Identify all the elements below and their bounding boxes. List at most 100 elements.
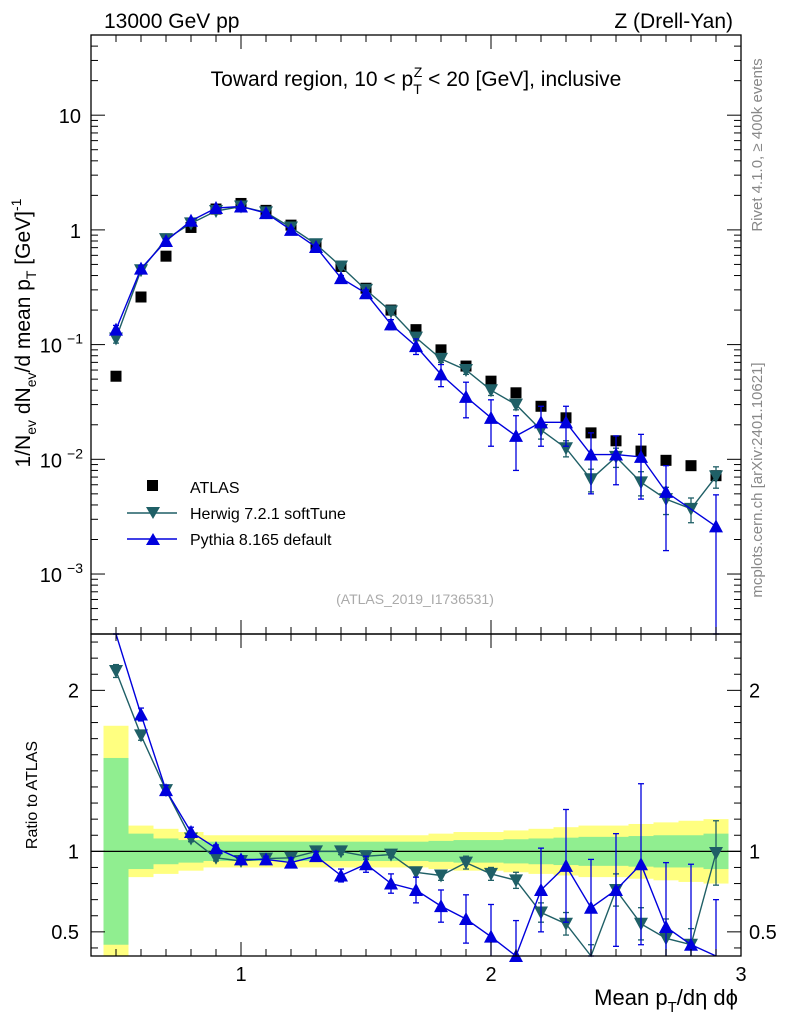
main-atlas-point	[510, 387, 522, 399]
main-herwig-point	[434, 352, 448, 366]
main-pythia-point	[484, 410, 498, 424]
main-atlas-point	[160, 250, 172, 262]
main-pythia-point	[534, 415, 548, 429]
ratio-pythia-point	[159, 783, 173, 797]
ratio-pythia-point	[209, 841, 223, 855]
ratio-pythia-point	[409, 882, 423, 896]
main-atlas-point	[110, 370, 122, 382]
main-y-label: 1/Nev dNev/d mean pT [GeV]-1	[8, 198, 39, 467]
main-pythia-point	[284, 222, 298, 236]
xlabel-a: Mean p	[594, 985, 667, 1010]
ylabel-c: /d mean p	[12, 279, 35, 372]
main-pythia-point	[159, 234, 173, 248]
ratio-herwig-point	[459, 856, 473, 870]
ratio-herwig-point	[109, 665, 123, 679]
legend-atlas-marker	[147, 480, 158, 491]
ratio-herwig-point	[509, 874, 523, 888]
ratio-y-tick-label: 2	[68, 680, 79, 702]
ratio-pythia-point	[259, 852, 273, 866]
ratio-y-tick-label: 1	[68, 841, 79, 863]
main-pythia-point	[134, 261, 148, 275]
ratio-herwig-point	[559, 917, 573, 931]
ratio-pythia-point	[384, 876, 398, 890]
legend-pythia-marker	[146, 533, 160, 545]
ylabel-d-sup: -1	[8, 198, 24, 211]
ratio-herwig-point	[484, 867, 498, 881]
main-atlas-point	[485, 375, 497, 387]
ylabel-c-sub: T	[23, 270, 39, 279]
main-atlas-point	[435, 344, 447, 356]
main-pythia-point	[559, 415, 573, 429]
ratio-pythia-point	[484, 929, 498, 943]
main-pythia-point	[409, 339, 423, 353]
main-pythia-point	[659, 484, 673, 498]
main-y-tick-label: 10	[40, 565, 62, 587]
main-atlas-point	[135, 291, 147, 303]
ylabel-a-sub: ev	[23, 420, 39, 435]
ratio-pythia-point	[359, 857, 373, 871]
main-herwig-point	[409, 331, 423, 345]
main-pythia-point	[309, 239, 323, 253]
ratio-pythia-point	[334, 868, 348, 882]
ylabel-d: [GeV]	[12, 211, 35, 271]
main-herwig-point	[559, 442, 573, 456]
main-pythia-point	[509, 428, 523, 442]
main-pythia-point	[359, 286, 373, 300]
main-herwig-line	[115, 205, 717, 510]
ylabel-b-sub: ev	[23, 372, 39, 387]
ratio-y-label: Ratio to ATLAS	[24, 741, 41, 849]
ylabel-b: dN	[12, 387, 35, 420]
ratio-herwig-point	[709, 846, 723, 860]
ratio-herwig-point	[409, 866, 423, 880]
ratio-pythia-point	[659, 920, 673, 934]
main-atlas-point	[685, 460, 697, 472]
ratio-pythia-point	[459, 911, 473, 925]
ratio-herwig-point	[384, 848, 398, 862]
main-pythia-point	[259, 206, 273, 220]
ratio-pythia-point	[284, 855, 298, 869]
ratio-pythia-point	[534, 882, 548, 896]
ratio-pythia-point	[609, 882, 623, 896]
x-tick-label: 1	[235, 964, 246, 986]
title-post: < 20 [GeV], inclusive	[422, 68, 621, 91]
main-title: Toward region, 10 < pTZ < 20 [GeV], incl…	[211, 64, 622, 97]
ratio-herwig-point	[434, 869, 448, 883]
main-herwig-point	[484, 384, 498, 398]
main-herwig-point	[709, 470, 723, 484]
ratio-pythia-point	[134, 707, 148, 721]
main-pythia-line	[115, 205, 717, 527]
main-panel-series	[109, 197, 723, 635]
title-sub: T	[413, 81, 422, 97]
process-label: Z (Drell-Yan)	[614, 10, 733, 33]
legend-herwig-marker	[146, 507, 160, 519]
main-pythia-point	[384, 317, 398, 331]
rivet-label: Rivet 4.1.0, ≥ 400k events	[749, 58, 766, 231]
ratio-pythia-point	[434, 899, 448, 913]
main-herwig-point	[509, 398, 523, 412]
x-axis-label: Mean pT/dη dϕ	[594, 985, 738, 1016]
ratio-panel-axes: 0.5 0.5 1 1 2 2 1 2 3	[51, 633, 777, 986]
ratio-herwig-point	[209, 851, 223, 865]
ratio-pythia-point	[234, 852, 248, 866]
main-y-tick-label: 1	[70, 221, 81, 243]
ratio-panel-series	[109, 633, 723, 962]
main-y-tick-label: 10	[59, 106, 81, 128]
title-sup: Z	[414, 64, 423, 80]
ratio-herwig-point	[134, 729, 148, 743]
title-pre: Toward region, 10 < p	[211, 68, 414, 91]
main-pythia-point	[584, 447, 598, 461]
main-pythia-point	[184, 213, 198, 227]
ratio-pythia-point	[309, 849, 323, 863]
ratio-pythia-point	[634, 857, 648, 871]
ratio-y-tick-label-right: 0.5	[749, 922, 777, 944]
main-y-tick-label: 10	[40, 336, 62, 358]
main-pythia-point	[109, 322, 123, 336]
main-pythia-point	[459, 389, 473, 403]
main-pythia-point	[334, 271, 348, 285]
main-pythia-point	[634, 449, 648, 463]
ratio-y-tick-label-right: 2	[749, 680, 760, 702]
legend: ATLAS Herwig 7.2.1 softTune Pythia 8.165…	[127, 480, 346, 549]
main-y-tick-exponent: −2	[67, 445, 83, 461]
legend-herwig-label: Herwig 7.2.1 softTune	[190, 506, 346, 523]
